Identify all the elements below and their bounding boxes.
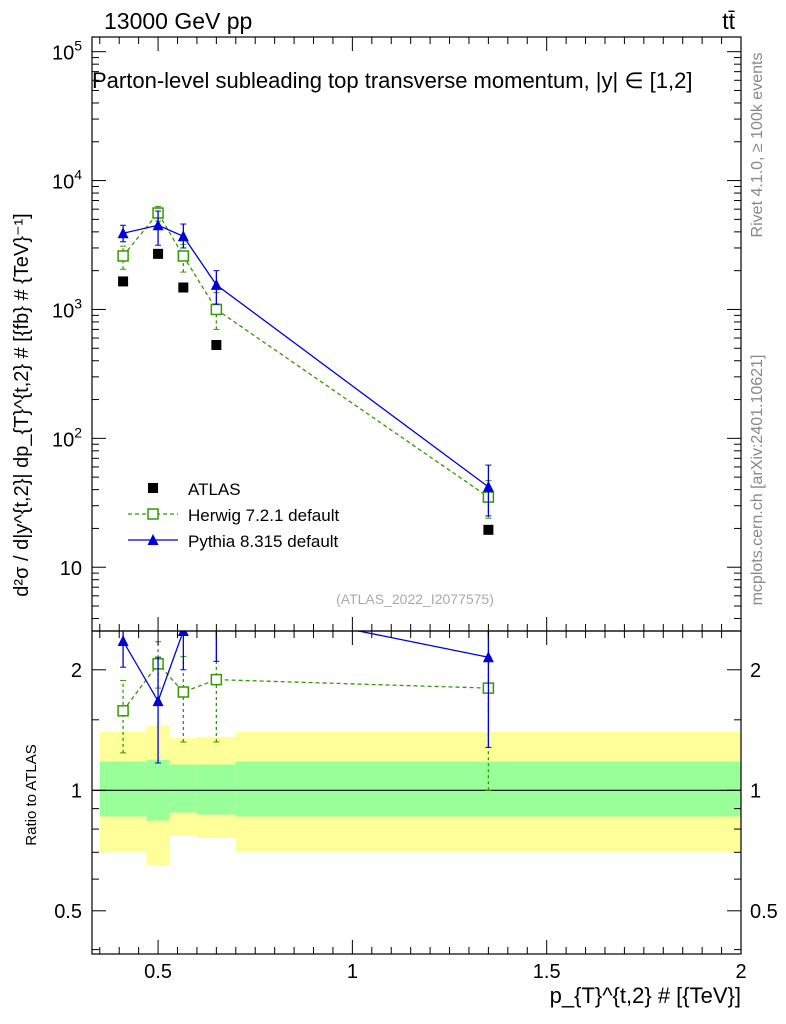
ratio-frame — [91, 630, 742, 955]
pythia-ratio-marker — [211, 596, 222, 607]
x-tick-label: 1 — [347, 961, 358, 983]
herwig-marker — [177, 250, 190, 262]
pythia-ratio-marker — [482, 651, 494, 663]
ratio-plot-marks — [117, 596, 495, 791]
plot-title: Parton-level subleading top transverse m… — [92, 68, 692, 93]
pythia-ratio-marker — [177, 631, 189, 636]
legend-marker — [148, 483, 158, 493]
pythia-marker — [177, 230, 189, 242]
legend-marker — [147, 534, 159, 545]
x-axis-title: p_{T}^{t,2} # [{TeV}] — [550, 983, 741, 1008]
main-y-tick-label: 102 — [52, 424, 82, 451]
ratio-axes: 0.5 1 1.5 2 0.5 0.5 1 1 2 2 — [54, 631, 778, 983]
herwig-marker — [117, 250, 129, 262]
main-y-tick-label: 104 — [52, 167, 82, 194]
herwig-ratio-marker — [177, 686, 190, 698]
atlas-marker — [211, 339, 222, 350]
pythia-marker — [117, 227, 129, 239]
herwig-ratio-marker — [117, 705, 129, 717]
ratio-y-tick-label: 1 — [71, 780, 82, 802]
pythia-marker — [152, 219, 164, 231]
legend-label: Pythia 8.315 default — [188, 532, 339, 551]
atlas-marker — [483, 524, 494, 535]
herwig-ratio-marker — [210, 673, 223, 686]
x-tick-label: 2 — [735, 961, 746, 983]
ratio-y-tick-label: 2 — [71, 660, 82, 682]
pythia-ratio-line — [122, 631, 489, 703]
atlas-marker — [153, 248, 164, 259]
legend-marker — [147, 508, 159, 520]
ratio-y-tick-label-right: 0.5 — [750, 901, 778, 923]
process-label: tt̄ — [722, 8, 735, 34]
analysis-watermark: (ATLAS_2022_I2077575) — [336, 591, 494, 607]
rivet-label: Rivet 4.1.0, ≥ 100k events — [749, 53, 766, 238]
ratio-y-tick-label: 0.5 — [54, 901, 82, 923]
x-tick-label: 0.5 — [144, 961, 172, 983]
mcplots-label: mcplots.cern.ch [arXiv:2401.10621] — [749, 355, 766, 606]
main-axes: 10 102 103 104 105 — [52, 37, 742, 631]
legend-label: ATLAS — [188, 480, 241, 499]
main-plot-marks — [117, 205, 495, 535]
pythia-line — [122, 224, 489, 488]
main-y-axis-title: d²σ / d|y^{t,2}| dp_{T}^{t,2} # [{fb} # … — [11, 213, 33, 596]
pythia-ratio-marker — [117, 635, 129, 647]
band-inner — [169, 764, 197, 813]
main-y-tick-label: 103 — [52, 295, 82, 322]
main-y-tick-label: 10 — [60, 558, 82, 580]
legend: ATLAS Herwig 7.2.1 default Pythia 8.315 de… — [128, 480, 339, 551]
energy-label: 13000 GeV pp — [104, 8, 252, 34]
band-inner — [196, 764, 236, 815]
band-inner — [99, 761, 147, 817]
herwig-marker — [210, 303, 223, 316]
uncertainty-bands — [92, 725, 741, 866]
main-y-tick-label: 105 — [52, 38, 82, 65]
pythia-marker — [482, 480, 494, 492]
ratio-y-tick-label-right: 2 — [750, 660, 761, 682]
pythia-marker — [210, 278, 222, 290]
atlas-marker — [178, 282, 189, 293]
pythia-ratio-marker — [152, 695, 164, 707]
x-tick-label: 1.5 — [533, 961, 561, 983]
legend-label: Herwig 7.2.1 default — [188, 506, 339, 525]
ratio-y-axis-title: Ratio to ATLAS — [23, 744, 40, 845]
atlas-marker — [118, 276, 129, 287]
ratio-y-tick-label-right: 1 — [750, 780, 761, 802]
